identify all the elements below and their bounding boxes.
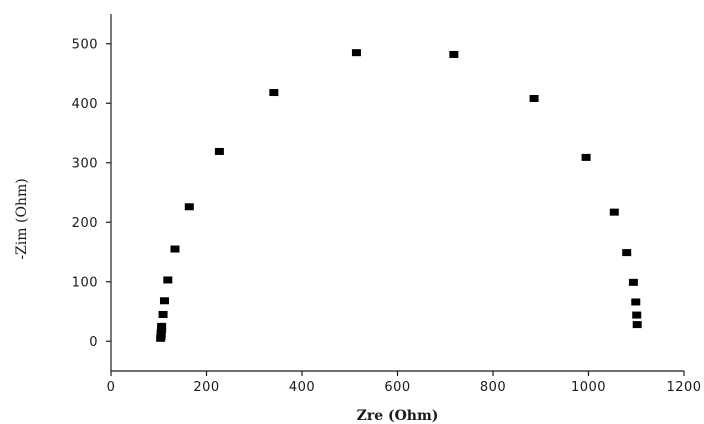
data-point xyxy=(628,278,638,286)
x-tick-label: 600 xyxy=(384,380,410,395)
data-point xyxy=(581,153,591,161)
data-point xyxy=(269,89,279,97)
data-point xyxy=(632,311,642,319)
data-point xyxy=(156,329,166,337)
data-point xyxy=(609,208,619,216)
x-tick-label: 200 xyxy=(193,380,219,395)
data-point xyxy=(184,203,194,211)
data-point xyxy=(449,50,459,58)
data-point xyxy=(170,245,180,253)
data-point xyxy=(163,276,173,284)
data-point xyxy=(631,298,641,306)
x-tick-label: 400 xyxy=(289,380,315,395)
y-tick-label: 100 xyxy=(72,275,98,290)
x-tick-label: 800 xyxy=(480,380,506,395)
y-tick-label: 200 xyxy=(72,216,98,231)
data-point xyxy=(632,321,642,329)
data-point xyxy=(622,249,632,257)
data-point xyxy=(529,94,539,102)
data-point xyxy=(159,297,169,305)
x-axis-label: Zre (Ohm) xyxy=(357,408,439,424)
axes xyxy=(110,14,684,372)
data-point xyxy=(214,147,224,155)
x-tick-label: 1000 xyxy=(571,380,606,395)
y-tick-label: 500 xyxy=(72,37,98,52)
y-tick-label: 0 xyxy=(89,335,98,350)
y-tick-label: 400 xyxy=(72,97,98,112)
data-point xyxy=(351,49,361,57)
y-ticks: 0 100 200 300 400 500 xyxy=(72,37,111,350)
y-tick-label: 300 xyxy=(72,156,98,171)
x-ticks: 0 200 400 600 800 1000 1200 xyxy=(107,371,701,395)
data-points xyxy=(156,49,642,342)
x-tick-label: 1200 xyxy=(666,380,701,395)
data-point xyxy=(158,310,168,318)
y-axis-label: -Zim (Ohm) xyxy=(14,178,30,259)
data-point xyxy=(157,322,167,330)
x-tick-label: 0 xyxy=(107,380,116,395)
